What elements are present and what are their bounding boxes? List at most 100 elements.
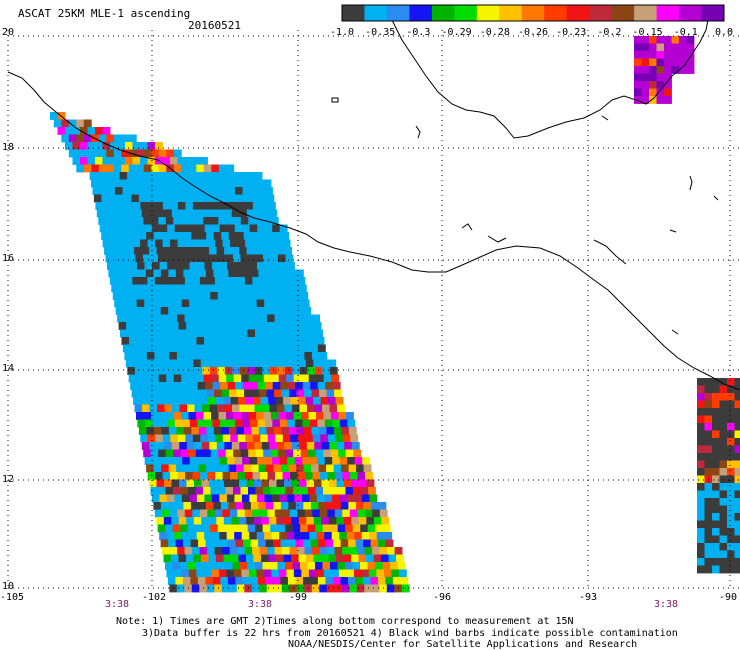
swath-cell	[176, 194, 185, 203]
swath-cell	[209, 479, 217, 488]
swath-cell	[175, 187, 183, 195]
swath-cell	[208, 284, 217, 293]
swath-cell	[254, 247, 262, 255]
swath-cell	[140, 142, 148, 150]
swath-cell	[196, 412, 204, 420]
swath-cell	[203, 254, 211, 263]
swath-cell	[162, 434, 171, 443]
swath-cell	[238, 517, 247, 525]
swath-cell	[198, 464, 207, 473]
swath-cell	[262, 292, 271, 300]
swath-cell	[384, 532, 393, 540]
swath-cell	[734, 550, 740, 559]
swath-cell	[162, 277, 171, 285]
swath-cell	[211, 179, 219, 188]
swath-cell	[111, 209, 120, 218]
swath-cell	[641, 36, 650, 44]
lat-label-16: 16	[2, 253, 15, 264]
swath-cell	[207, 239, 216, 248]
swath-cell	[221, 427, 230, 435]
swath-cell	[184, 314, 193, 323]
swath-cell	[212, 187, 221, 195]
swath-cell	[176, 232, 185, 240]
swath-cell	[167, 224, 176, 233]
swath-cell	[145, 187, 153, 195]
swath-cell	[727, 535, 735, 544]
swath-cell	[83, 164, 92, 173]
swath-cell	[249, 224, 258, 233]
swath-cell	[195, 449, 204, 458]
swath-cell	[719, 543, 728, 551]
swath-cell	[719, 550, 728, 559]
swath-cell	[156, 209, 165, 218]
swath-cell	[230, 434, 239, 443]
swath-cell	[152, 224, 161, 233]
note-line-1: Note: 1) Times are GMT 2)Times along bot…	[116, 616, 574, 627]
swath-cell	[173, 254, 181, 263]
swath-cell	[149, 404, 158, 413]
swath-cell	[176, 584, 185, 593]
swath-cell	[346, 494, 355, 503]
swath-cell	[712, 490, 720, 499]
swath-cell	[385, 539, 394, 548]
swath-cell	[352, 562, 361, 570]
swath-cell	[266, 194, 275, 203]
swath-cell	[727, 423, 735, 431]
swath-cell	[300, 292, 309, 300]
swath-cell	[704, 460, 713, 469]
scatterometer-swath-top	[634, 36, 695, 104]
swath-cell	[185, 202, 194, 210]
swath-cell	[240, 292, 249, 300]
swath-cell	[106, 179, 114, 188]
swath-cell	[213, 427, 222, 435]
colorbar-label: 0.0	[714, 27, 734, 38]
coastline-gulf	[391, 19, 709, 139]
swath-cell	[210, 254, 219, 263]
swath-cell	[704, 423, 713, 431]
swath-cell	[199, 389, 207, 398]
swath-cell	[719, 400, 728, 409]
swath-cell	[314, 404, 323, 413]
swath-cell	[218, 569, 227, 578]
swath-cell	[194, 479, 202, 488]
swath-cell	[719, 423, 728, 431]
swath-cell	[712, 400, 720, 409]
swath-cell	[192, 314, 200, 323]
swath-cell	[143, 164, 152, 173]
swath-cell	[330, 524, 339, 533]
swath-cell	[146, 194, 155, 203]
swath-cell	[258, 502, 267, 510]
swath-cell	[197, 457, 206, 465]
swath-cell	[68, 134, 77, 143]
swath-cell	[734, 408, 740, 416]
swath-cell	[276, 554, 284, 563]
swath-cell	[243, 427, 252, 435]
swath-cell	[211, 299, 220, 308]
swath-cell	[162, 202, 171, 210]
swath-cell	[368, 569, 377, 578]
swath-cell	[163, 397, 171, 405]
swath-cell	[80, 157, 88, 165]
swath-cell	[697, 423, 705, 431]
swath-cell	[76, 134, 85, 143]
swath-cell	[371, 584, 380, 593]
swath-cell	[226, 532, 235, 540]
swath-cell	[329, 442, 338, 450]
swath-cell	[346, 532, 355, 540]
swath-cell	[697, 430, 705, 439]
swath-cell	[101, 194, 110, 203]
swath-cell	[233, 254, 241, 263]
swath-cell	[224, 479, 232, 488]
swath-cell	[299, 442, 308, 450]
swath-cell	[734, 565, 740, 574]
swath-cell	[303, 427, 312, 435]
swath-cell	[226, 374, 235, 383]
swath-cell	[211, 532, 220, 540]
swath-cell	[247, 172, 255, 180]
swath-cell	[158, 217, 167, 225]
swath-cell	[136, 412, 144, 420]
swath-cell	[252, 202, 261, 210]
swath-cell	[159, 224, 168, 233]
swath-cell	[330, 487, 339, 495]
swath-cell	[201, 322, 209, 330]
